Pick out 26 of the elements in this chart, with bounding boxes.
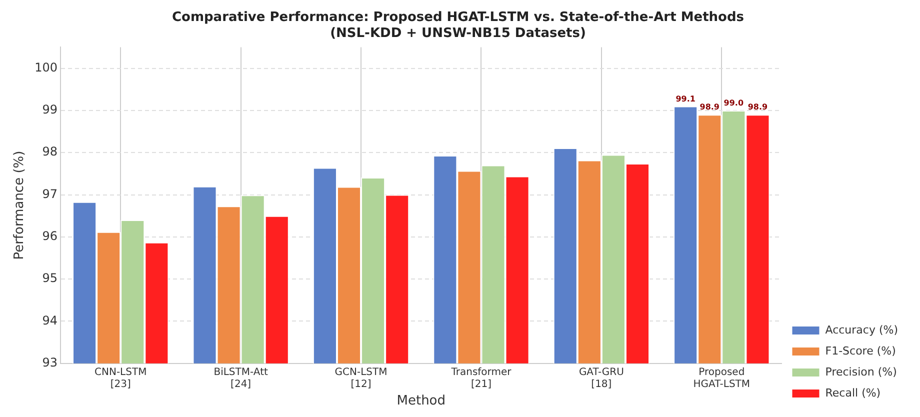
chart-subtitle: (NSL-KDD + UNSW-NB15 Datasets) [330, 26, 586, 41]
y-tick-label: 96 [42, 229, 58, 244]
legend-label: F1-Score (%) [825, 344, 896, 358]
chart-title: Comparative Performance: Proposed HGAT-LSTM vs. State-of-the-Art Methods [172, 10, 744, 26]
data-label: 98.9 [700, 102, 720, 112]
legend-label: Accuracy (%) [825, 323, 898, 336]
data-label: 98.9 [748, 102, 768, 112]
x-tick-label: BiLSTM-Att [24] [214, 366, 268, 390]
x-tick-label: GAT-GRU [18] [578, 366, 624, 390]
y-tick-label: 97 [42, 186, 58, 201]
data-label: 99.1 [676, 94, 696, 104]
y-tick-label: 93 [42, 356, 58, 370]
x-axis-title: Method [396, 394, 446, 409]
x-tick-label: GCN-LSTM [12] [334, 366, 388, 390]
x-tick-label: CNN-LSTM [23] [94, 366, 147, 390]
y-axis-title: Performance (%) [12, 150, 28, 260]
y-tick-label: 94 [42, 313, 58, 328]
y-tick-label: 95 [42, 271, 58, 286]
y-tick-label: 100 [34, 60, 58, 74]
y-tick-label: 99 [42, 102, 58, 117]
legend-label: Recall (%) [825, 386, 881, 400]
x-tick-label: Proposed HGAT-LSTM [693, 366, 750, 390]
y-tick-label: 98 [42, 144, 58, 159]
data-label: 99.0 [724, 98, 744, 108]
x-tick-label: Transformer [21] [450, 366, 512, 390]
legend-label: Precision (%) [825, 365, 897, 378]
